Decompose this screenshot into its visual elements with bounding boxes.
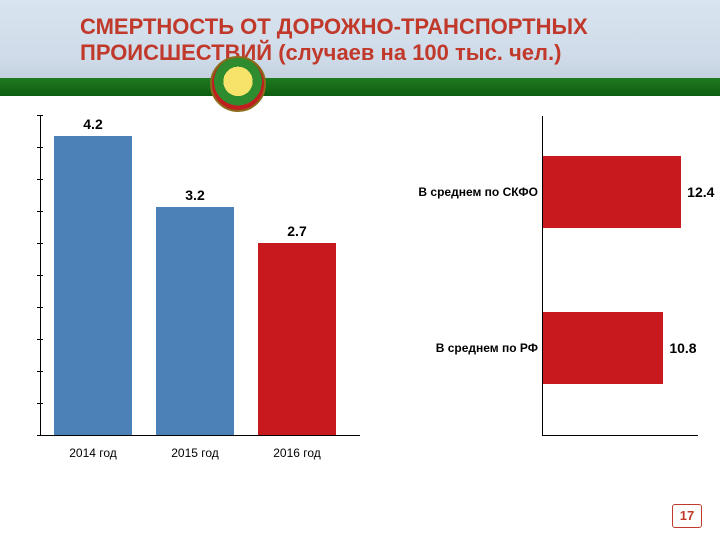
bar-value-label: 2.7 bbox=[258, 223, 336, 239]
hbar-1: 10.8 bbox=[543, 312, 663, 384]
y-tick bbox=[37, 211, 43, 212]
x-axis-label: 2015 год bbox=[156, 446, 234, 460]
bar-2015-год: 3.2 bbox=[156, 207, 234, 435]
page-title: СМЕРТНОСТЬ ОТ ДОРОЖНО-ТРАНСПОРТНЫХ ПРОИС… bbox=[80, 14, 708, 66]
y-tick bbox=[37, 307, 43, 308]
y-tick bbox=[37, 147, 43, 148]
y-tick bbox=[37, 243, 43, 244]
hbar-value-label: 12.4 bbox=[687, 184, 714, 200]
emblem-icon bbox=[210, 56, 266, 112]
header: СМЕРТНОСТЬ ОТ ДОРОЖНО-ТРАНСПОРТНЫХ ПРОИС… bbox=[0, 0, 720, 96]
header-green-band bbox=[0, 78, 720, 96]
y-tick bbox=[37, 403, 43, 404]
page-number: 17 bbox=[672, 504, 702, 528]
left-chart-x-axis bbox=[40, 435, 360, 436]
right-chart-x-axis bbox=[542, 435, 698, 436]
y-tick bbox=[37, 435, 43, 436]
bar-value-label: 3.2 bbox=[156, 187, 234, 203]
left-chart-y-axis bbox=[40, 116, 41, 436]
left-bar-chart: 4.2 3.2 2.7 2014 год 2015 год 2016 год bbox=[40, 116, 360, 464]
x-axis-label: 2014 год bbox=[54, 446, 132, 460]
y-tick bbox=[37, 371, 43, 372]
bar-value-label: 4.2 bbox=[54, 116, 132, 132]
hbar-category-label: В среднем по РФ bbox=[398, 341, 538, 355]
charts-area: 4.2 3.2 2.7 2014 год 2015 год 2016 год 12.4 В… bbox=[0, 106, 720, 500]
bar-2014-год: 4.2 bbox=[54, 136, 132, 435]
hbar-0: 12.4 bbox=[543, 156, 681, 228]
y-tick bbox=[37, 179, 43, 180]
y-tick bbox=[37, 339, 43, 340]
right-hbar-chart: 12.4 В среднем по СКФО 10.8 В среднем по РФ bbox=[396, 116, 698, 464]
y-tick bbox=[37, 115, 43, 116]
hbar-value-label: 10.8 bbox=[669, 340, 696, 356]
y-tick bbox=[37, 275, 43, 276]
bar-2016-год: 2.7 bbox=[258, 243, 336, 435]
x-axis-label: 2016 год bbox=[258, 446, 336, 460]
hbar-category-label: В среднем по СКФО bbox=[398, 185, 538, 199]
